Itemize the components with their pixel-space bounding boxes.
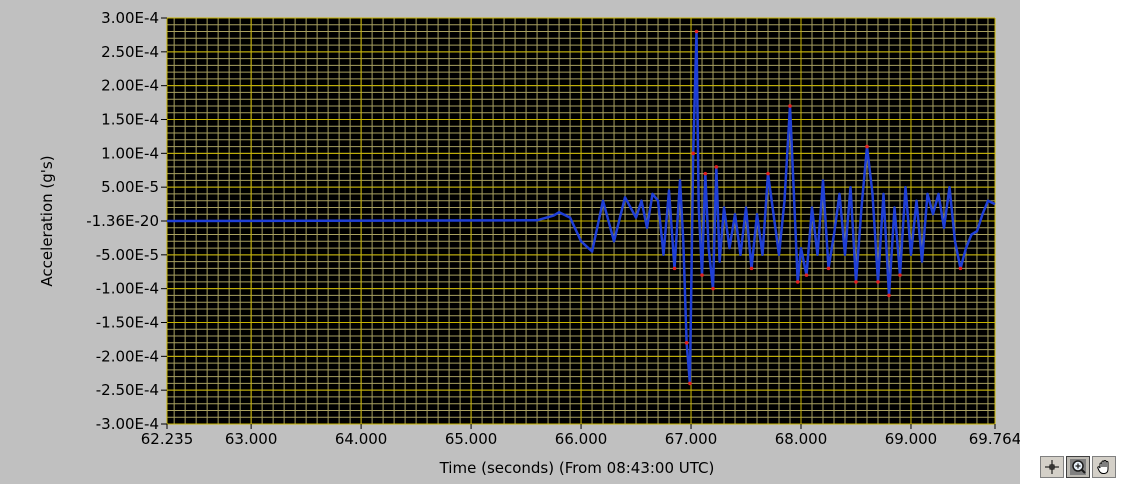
data-point [887, 293, 891, 298]
graph-panel: 3.00E-4 2.50E-4 2.00E-4 1.50E-4 1.00E-4 5.00E… [0, 0, 1020, 484]
data-point [703, 171, 708, 176]
data-point [795, 280, 800, 284]
y-tick-label: 2.00E-4 [101, 77, 159, 95]
series-layer [166, 29, 996, 386]
pan-tool-button[interactable] [1092, 456, 1116, 478]
x-tick-label: 64.000 [335, 430, 388, 448]
y-tick-label: 5.00E-5 [101, 178, 159, 196]
x-tick-label: 68.000 [775, 430, 828, 448]
data-point [876, 280, 880, 284]
x-tick-label: 69.000 [885, 430, 938, 448]
major-grid [166, 17, 996, 425]
y-tick-label: -2.50E-4 [96, 381, 159, 399]
zoom-icon [1070, 459, 1086, 475]
data-point [691, 151, 696, 156]
y-tick-label: -1.36E-20 [86, 212, 159, 230]
y-tick-label: -2.00E-4 [96, 347, 159, 365]
x-axis: 62.235 63.000 64.000 65.000 66.000 67.000 68.0… [141, 424, 1020, 448]
x-axis-title: Time (seconds) (From 08:43:00 UTC) [439, 459, 715, 477]
x-tick-label: 62.235 [141, 430, 194, 448]
x-tick-label: 65.000 [445, 430, 498, 448]
y-tick-label: -3.00E-4 [96, 415, 159, 433]
y-axis: 3.00E-4 2.50E-4 2.00E-4 1.50E-4 1.00E-4 5.00E… [86, 9, 167, 433]
y-tick-label: -1.50E-4 [96, 314, 159, 332]
y-axis-title: Acceleration (g's) [38, 155, 56, 286]
data-point [865, 144, 869, 149]
y-tick-label: 1.50E-4 [101, 111, 159, 129]
data-point [749, 266, 754, 271]
data-point [804, 273, 809, 277]
x-tick-label: 67.000 [665, 430, 718, 448]
y-tick-label: 1.00E-4 [101, 144, 159, 162]
y-tick-label: 3.00E-4 [101, 9, 159, 27]
series-line [166, 30, 996, 385]
cursor-tool-button[interactable] [1040, 456, 1064, 478]
x-tick-label: 66.000 [555, 430, 608, 448]
data-point [711, 286, 715, 291]
data-point [688, 381, 692, 386]
crosshair-icon [1045, 460, 1059, 474]
x-tick-label: 63.000 [225, 430, 278, 448]
hand-icon [1097, 459, 1109, 474]
x-tick-label: 69.764 [969, 430, 1020, 448]
graph-palette [1040, 456, 1116, 480]
zoom-tool-button[interactable] [1066, 456, 1090, 478]
data-point [694, 29, 699, 34]
data-point [672, 266, 677, 271]
waveform-chart: 3.00E-4 2.50E-4 2.00E-4 1.50E-4 1.00E-4 5.00E… [38, 9, 1020, 477]
y-tick-label: -5.00E-5 [96, 246, 159, 264]
data-point [684, 341, 689, 345]
data-point [898, 273, 902, 277]
data-point [826, 266, 831, 271]
data-point [714, 165, 719, 169]
y-tick-label: -1.00E-4 [96, 280, 159, 298]
y-tick-label: 2.50E-4 [101, 43, 159, 61]
data-point [700, 273, 704, 277]
data-point [854, 280, 858, 284]
data-point [788, 104, 792, 108]
data-point [766, 171, 770, 176]
data-point [958, 266, 963, 271]
